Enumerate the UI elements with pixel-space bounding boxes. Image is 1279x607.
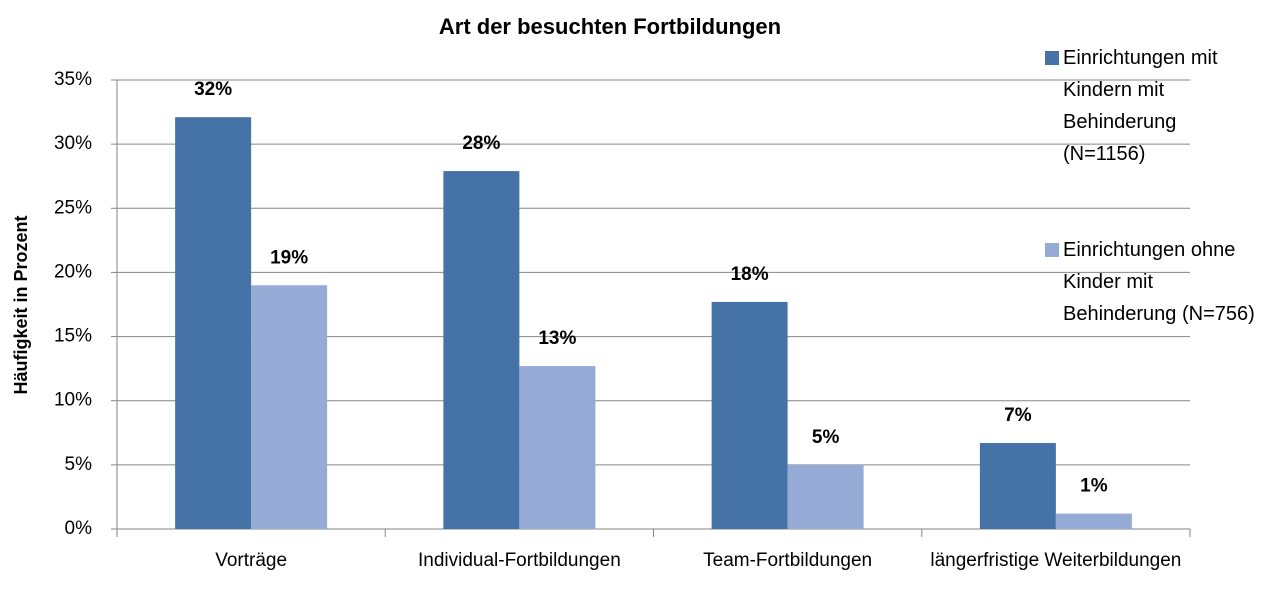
data-label: 1% xyxy=(1080,476,1108,497)
bar xyxy=(251,285,328,529)
bar xyxy=(711,301,788,529)
data-label: 7% xyxy=(1004,405,1032,426)
bar xyxy=(443,171,520,529)
y-tick-label: 20% xyxy=(54,261,92,282)
bar xyxy=(519,366,596,529)
y-tick-label: 15% xyxy=(54,326,92,347)
y-tick-label: 10% xyxy=(54,390,92,411)
data-label: 32% xyxy=(194,79,232,100)
bar xyxy=(979,443,1056,529)
bar xyxy=(787,464,864,529)
x-tick-label: Vorträge xyxy=(215,550,288,571)
y-tick-label: 5% xyxy=(65,454,93,475)
bar xyxy=(1055,513,1132,529)
data-label: 13% xyxy=(538,328,576,349)
chart-title: Art der besuchten Fortbildungen xyxy=(439,14,781,39)
x-tick-label: längerfristige Weiterbildungen xyxy=(930,550,1182,571)
legend-swatch xyxy=(1045,243,1059,257)
legend-label: Einrichtungen mit Kindern mit Behinderun… xyxy=(1063,47,1218,165)
legend-swatch xyxy=(1045,51,1059,65)
y-tick-label: 35% xyxy=(54,69,92,90)
x-tick-label: Team-Fortbildungen xyxy=(703,550,873,571)
y-axis-title: Häufigkeit in Prozent xyxy=(11,215,31,394)
y-tick-label: 0% xyxy=(65,518,93,539)
data-label: 18% xyxy=(731,264,769,285)
data-label: 28% xyxy=(462,133,500,154)
data-label: 5% xyxy=(812,427,840,448)
x-tick-label: Individual-Fortbildungen xyxy=(417,550,621,571)
y-tick-label: 25% xyxy=(54,197,92,218)
data-label: 19% xyxy=(270,247,308,268)
bar xyxy=(175,117,252,530)
y-tick-label: 30% xyxy=(54,133,92,154)
legend-label: Einrichtungen ohne Kinder mit Behinderun… xyxy=(1063,239,1255,325)
